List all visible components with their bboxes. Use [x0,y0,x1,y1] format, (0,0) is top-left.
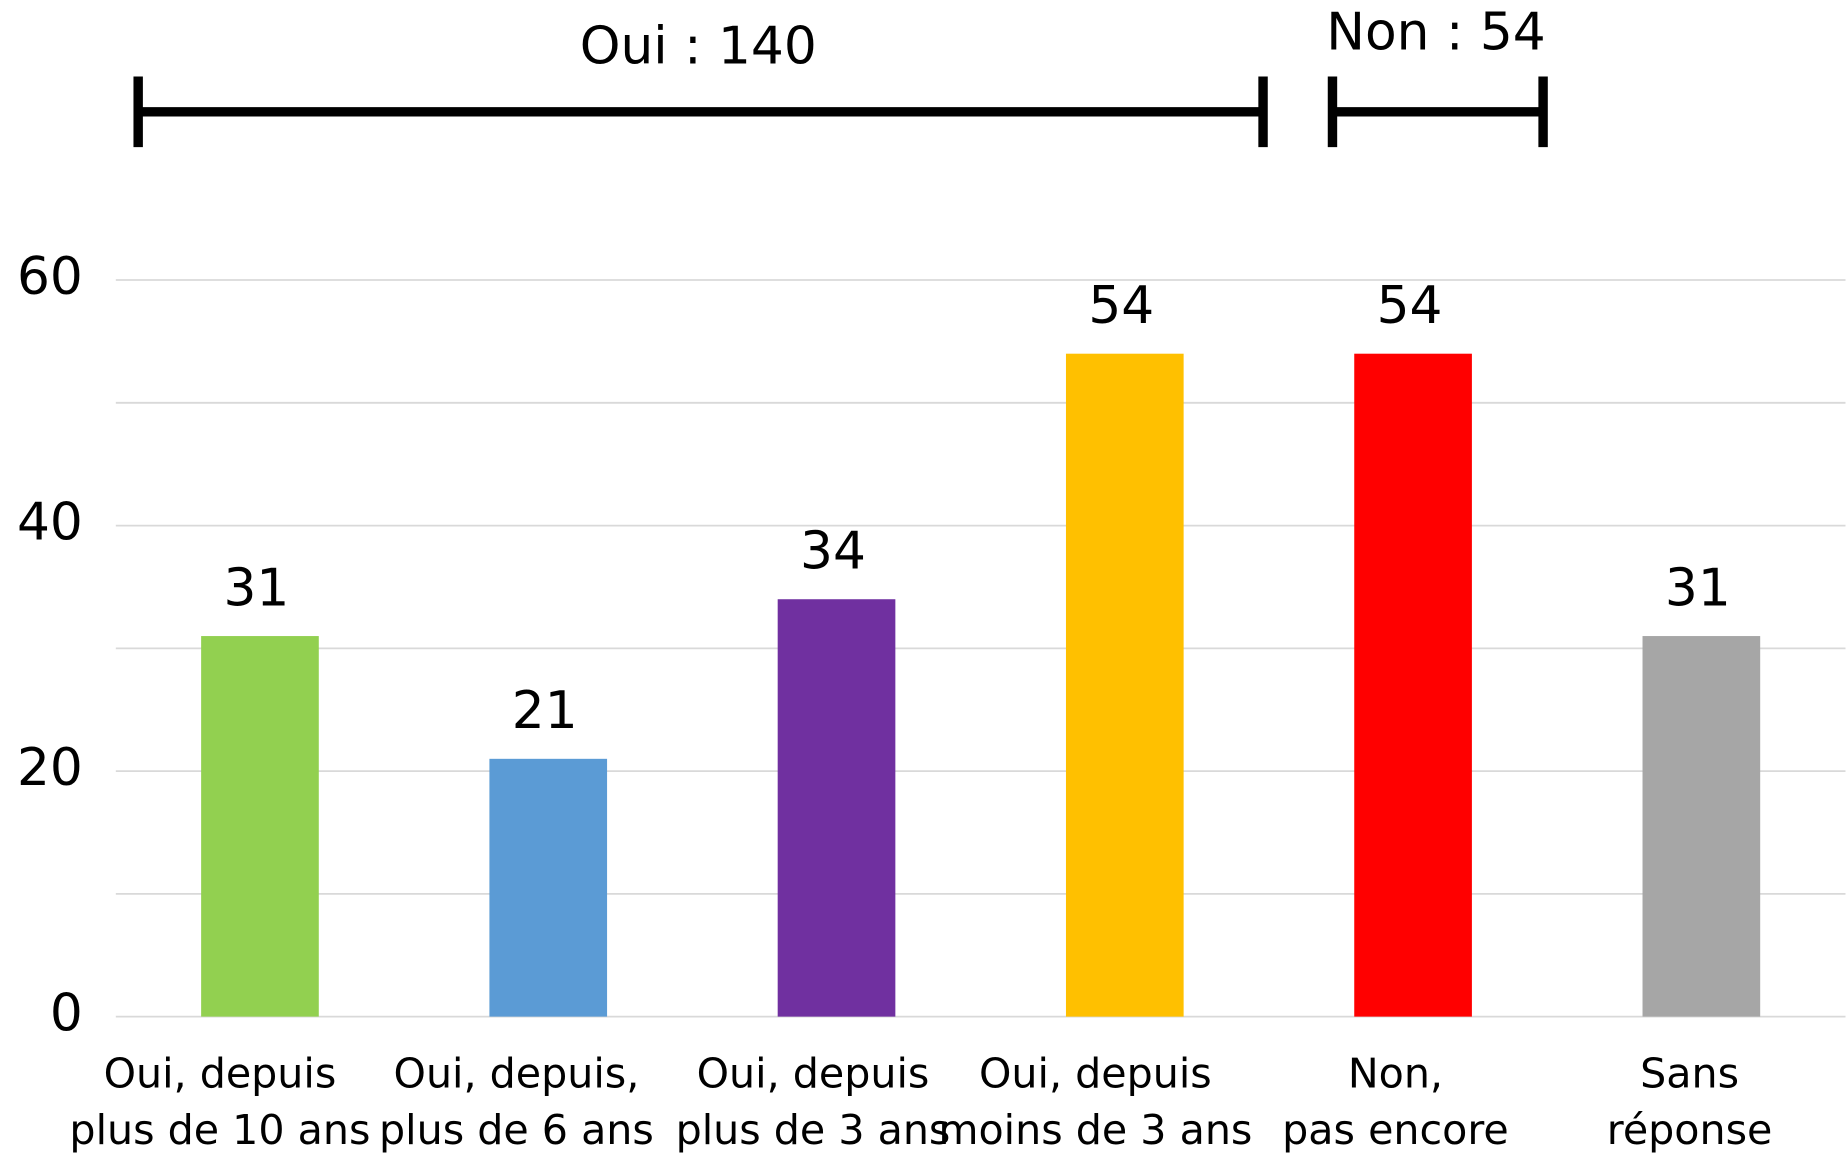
bar [1354,353,1472,1017]
value-label: 31 [223,558,289,618]
value-label: 34 [800,522,866,582]
x-tick-label: réponse [1607,1106,1773,1154]
bar [489,758,608,1017]
x-tick-label: plus de 10 ans [69,1106,370,1154]
value-label: 54 [1377,276,1443,336]
y-tick-label: 60 [17,247,83,307]
value-label: 21 [512,681,578,741]
x-tick-label: Oui, depuis [697,1050,930,1098]
bar [201,636,319,1017]
y-tick-label: 40 [17,493,83,553]
bar [1065,353,1184,1017]
x-tick-label: pas encore [1282,1106,1509,1154]
annotation: Non : 54 [1326,2,1545,62]
annotation: Oui : 140 [580,16,817,76]
x-tick-label: moins de 3 ans [938,1106,1252,1154]
y-tick-label: 0 [50,984,83,1044]
x-tick-label: Oui, depuis [979,1050,1212,1098]
x-tick-label: Oui, depuis, [394,1050,640,1098]
x-tick-label: plus de 6 ans [379,1106,654,1154]
x-tick-label: Oui, depuis [104,1050,337,1098]
value-label: 54 [1088,276,1154,336]
value-label: 31 [1665,558,1731,618]
bar [1642,636,1761,1017]
x-tick-label: Non, [1348,1050,1443,1098]
y-tick-label: 20 [17,738,83,798]
bar [777,599,896,1017]
x-tick-label: plus de 3 ans [676,1106,951,1154]
x-tick-label: Sans [1640,1050,1739,1098]
